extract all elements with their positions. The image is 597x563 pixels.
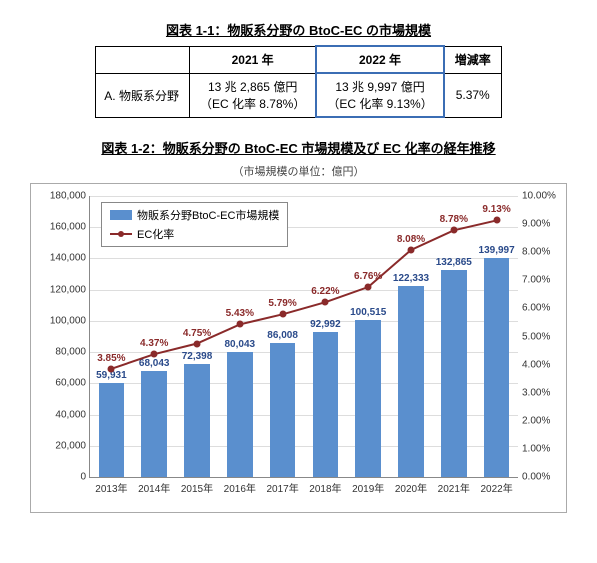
legend-bar-label: 物販系分野BtoC-EC市場規模 <box>137 207 279 223</box>
legend-line-swatch <box>110 233 132 235</box>
y1-tick-label: 100,000 <box>42 315 86 326</box>
line-marker <box>322 299 329 306</box>
x-tick-label: 2018年 <box>309 480 341 495</box>
cell-2021: 13 兆 2,865 億円 （EC 化率 8.78%） <box>189 73 316 117</box>
x-tick-label: 2020年 <box>395 480 427 495</box>
line-marker <box>493 217 500 224</box>
y2-tick-label: 9.00% <box>522 219 562 230</box>
line-value-label: 8.78% <box>431 214 477 225</box>
line-marker <box>279 311 286 318</box>
th-blank <box>96 46 190 73</box>
cell-2021-line2: （EC 化率 8.78%） <box>200 95 305 112</box>
line-value-label: 4.75% <box>174 328 220 339</box>
y1-tick-label: 140,000 <box>42 253 86 264</box>
th-2021: 2021 年 <box>189 46 316 73</box>
x-tick-label: 2014年 <box>138 480 170 495</box>
y2-tick-label: 0.00% <box>522 472 562 483</box>
row-label: A. 物販系分野 <box>96 73 190 117</box>
x-tick-label: 2017年 <box>266 480 298 495</box>
chart-container: 物販系分野BtoC-EC市場規模 EC化率 0 20,000 40,000 60,00… <box>30 183 567 513</box>
x-tick-label: 2016年 <box>224 480 256 495</box>
legend-line-label: EC化率 <box>137 226 174 242</box>
y1-tick-label: 20,000 <box>42 440 86 451</box>
x-tick-label: 2015年 <box>181 480 213 495</box>
line-value-label: 5.79% <box>260 298 306 309</box>
x-tick-label: 2019年 <box>352 480 384 495</box>
chart-title: 図表 1-2：物販系分野の BtoC-EC 市場規模及び EC 化率の経年推移 <box>30 138 567 157</box>
cell-2021-line1: 13 兆 2,865 億円 <box>200 78 305 95</box>
y1-tick-label: 120,000 <box>42 284 86 295</box>
y1-tick-label: 0 <box>42 472 86 483</box>
line-value-label: 6.76% <box>345 271 391 282</box>
th-growth: 増減率 <box>444 46 502 73</box>
y2-tick-label: 6.00% <box>522 303 562 314</box>
cell-2022-line2: （EC 化率 9.13%） <box>327 95 432 112</box>
y2-tick-label: 2.00% <box>522 415 562 426</box>
y2-tick-label: 7.00% <box>522 275 562 286</box>
line-value-label: 5.43% <box>217 308 263 319</box>
y1-tick-label: 160,000 <box>42 222 86 233</box>
x-tick-label: 2021年 <box>438 480 470 495</box>
line-marker <box>236 321 243 328</box>
legend-bar-swatch <box>110 210 132 220</box>
line-value-label: 3.85% <box>88 353 134 364</box>
y2-tick-label: 5.00% <box>522 331 562 342</box>
y1-tick-label: 80,000 <box>42 347 86 358</box>
chart-subtitle: （市場規模の単位：億円） <box>30 163 567 179</box>
table-title: 図表 1-1：物販系分野の BtoC-EC の市場規模 <box>30 20 567 39</box>
y2-tick-label: 1.00% <box>522 443 562 454</box>
cell-2022-line1: 13 兆 9,997 億円 <box>327 78 432 95</box>
y2-tick-label: 8.00% <box>522 247 562 258</box>
th-2022: 2022 年 <box>316 46 443 73</box>
market-table: 2021 年 2022 年 増減率 A. 物販系分野 13 兆 2,865 億円… <box>95 45 501 118</box>
x-tick-label: 2022年 <box>480 480 512 495</box>
y2-tick-label: 4.00% <box>522 359 562 370</box>
y1-tick-label: 40,000 <box>42 409 86 420</box>
legend: 物販系分野BtoC-EC市場規模 EC化率 <box>101 202 288 247</box>
line-value-label: 4.37% <box>131 338 177 349</box>
line-marker <box>365 284 372 291</box>
cell-growth: 5.37% <box>444 73 502 117</box>
x-tick-label: 2013年 <box>95 480 127 495</box>
line-marker <box>108 365 115 372</box>
line-marker <box>151 351 158 358</box>
line-marker <box>408 246 415 253</box>
line-marker <box>194 340 201 347</box>
y1-tick-label: 180,000 <box>42 191 86 202</box>
cell-2022: 13 兆 9,997 億円 （EC 化率 9.13%） <box>316 73 443 117</box>
line-value-label: 6.22% <box>302 286 348 297</box>
line-value-label: 9.13% <box>474 204 520 215</box>
y2-tick-label: 3.00% <box>522 387 562 398</box>
line-marker <box>450 227 457 234</box>
y2-tick-label: 10.00% <box>522 191 562 202</box>
line-value-label: 8.08% <box>388 234 434 245</box>
y1-tick-label: 60,000 <box>42 378 86 389</box>
